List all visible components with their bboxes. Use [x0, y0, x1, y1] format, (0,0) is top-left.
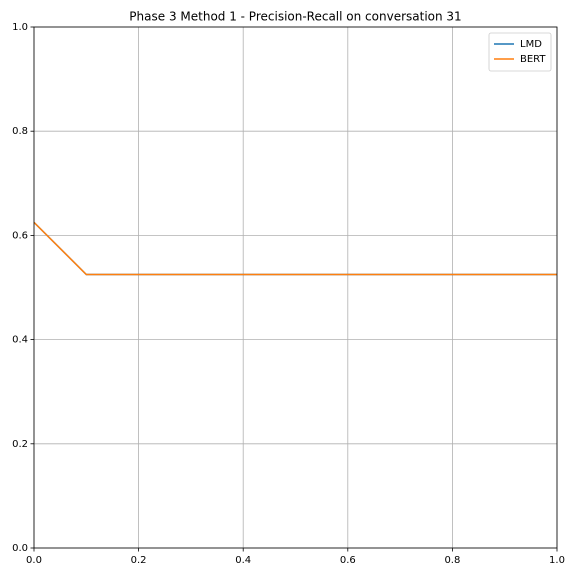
x-tick-label: 0.0	[26, 555, 42, 566]
chart-title: Phase 3 Method 1 - Precision-Recall on c…	[129, 10, 461, 24]
legend-label: BERT	[520, 54, 546, 65]
y-tick-label: 0.2	[12, 439, 28, 450]
plot-frame	[33, 26, 558, 549]
y-tick-label: 1.0	[12, 22, 28, 33]
legend-box	[488, 32, 552, 72]
y-tick-label: 0.0	[12, 543, 28, 554]
legend-label: LMD	[520, 39, 542, 50]
x-tick-label: 0.4	[235, 555, 251, 566]
y-tick-label: 0.8	[12, 126, 28, 137]
x-tick-label: 0.2	[131, 555, 147, 566]
data-line	[33, 221, 557, 276]
y-tick-label: 0.4	[12, 335, 28, 346]
x-tick-label: 0.8	[444, 555, 460, 566]
legend: LMD BERT	[488, 32, 552, 72]
x-tick-label: 1.0	[549, 555, 565, 566]
x-tick-label: 0.6	[340, 555, 356, 566]
y-tick-label: 0.6	[12, 230, 28, 241]
